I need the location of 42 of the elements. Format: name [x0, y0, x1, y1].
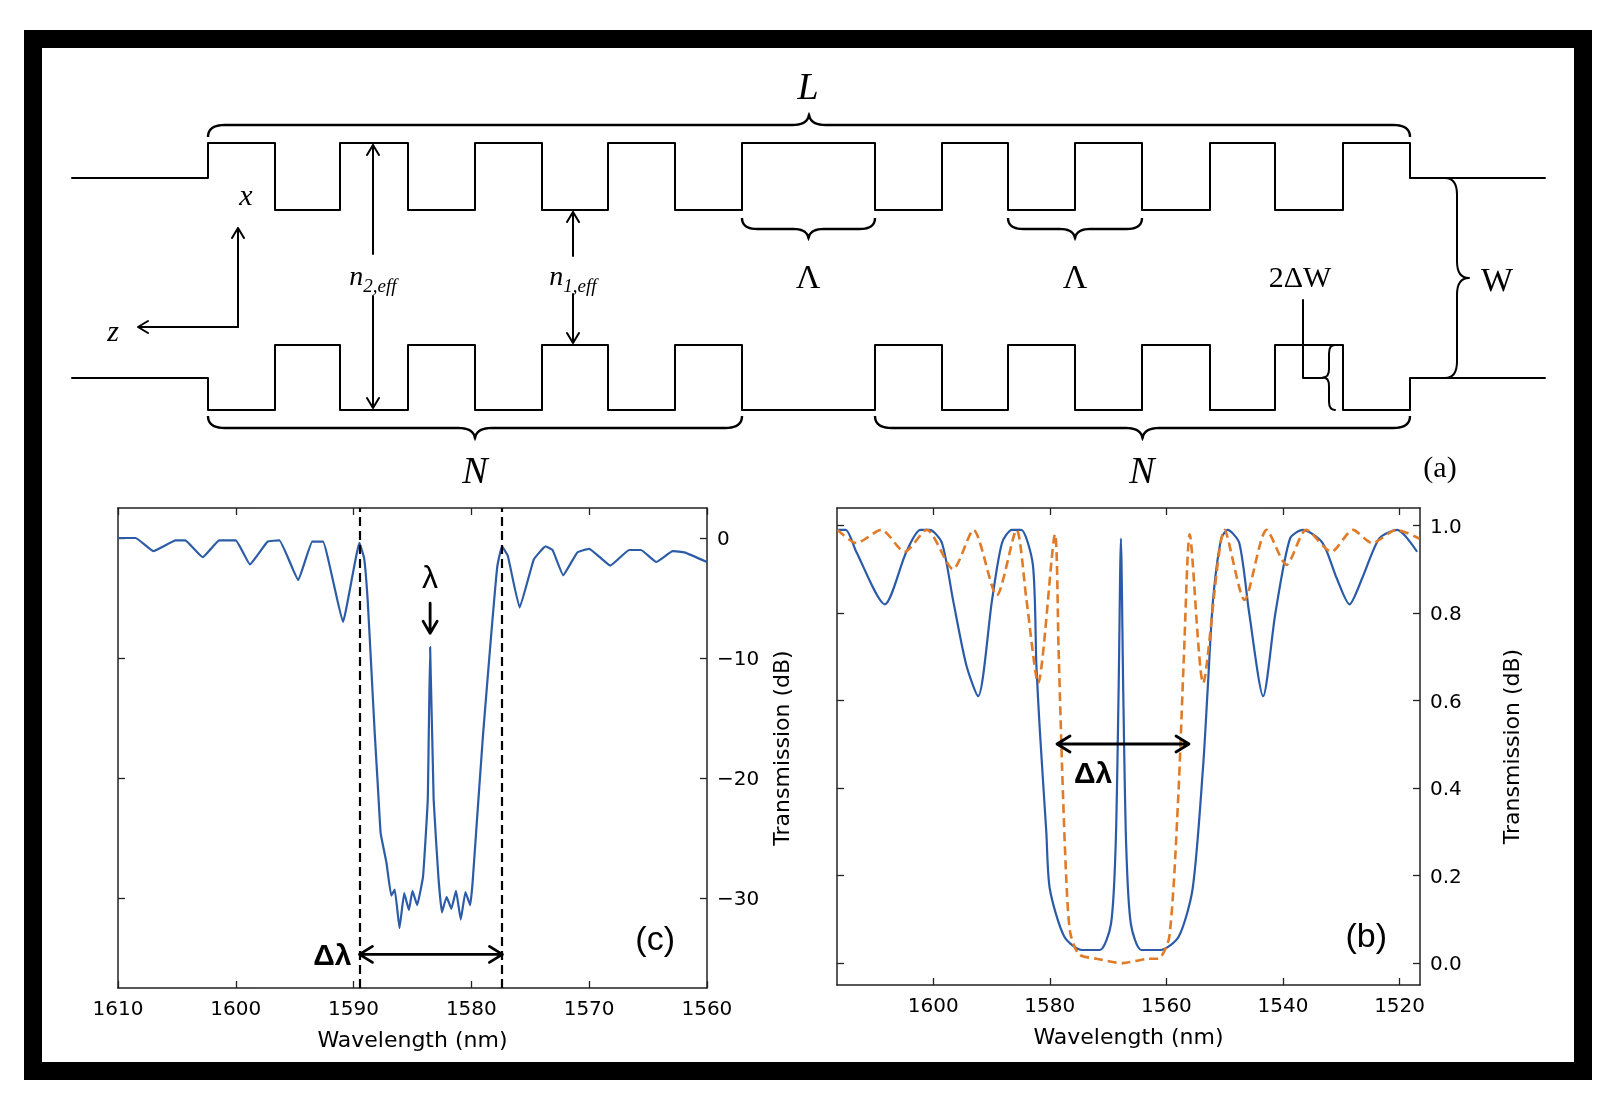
y-tick-label: 0 [716, 526, 730, 550]
text: Λ [1062, 257, 1088, 295]
x-tick-label: 1560 [681, 996, 733, 1020]
text: Λ [795, 257, 821, 295]
text: W [1480, 260, 1514, 298]
annotation: (c) [635, 919, 676, 957]
annotation: Δλ [313, 937, 352, 971]
annotation: (b) [1345, 916, 1388, 954]
text: L [796, 65, 819, 107]
x-tick-label: 1540 [1257, 993, 1309, 1017]
y-axis-title: Transmission (dB) [768, 650, 794, 847]
x-axis-title: Wavelength (nm) [317, 1026, 508, 1052]
text: n$_{2,eff}$ [349, 259, 400, 296]
x-tick-label: 1600 [210, 996, 262, 1020]
x-tick-label: 1610 [92, 996, 144, 1020]
x-tick-label: 1570 [563, 996, 615, 1020]
y-tick-label: −10 [716, 646, 760, 670]
y-tick-label: 0.2 [1430, 863, 1462, 888]
text: N [1128, 449, 1158, 491]
x-tick-label: 1520 [1374, 993, 1426, 1017]
x-tick-label: 1560 [1140, 993, 1192, 1017]
text: N [461, 449, 491, 491]
text: (a) [1423, 449, 1457, 484]
x-tick-label: 1590 [328, 996, 380, 1020]
text: x [238, 177, 254, 211]
y-tick-label: 0.6 [1430, 688, 1462, 713]
x-axis-title: Wavelength (nm) [1033, 1023, 1224, 1049]
y-tick-label: −20 [716, 766, 760, 790]
y-tick-label: 0.0 [1430, 951, 1462, 976]
annotation: λ [422, 559, 439, 596]
x-tick-label: 1580 [1024, 993, 1076, 1017]
annotation: Δλ [1073, 755, 1113, 789]
y-tick-label: −30 [716, 886, 760, 910]
y-axis-title: Transmission (dB) [1498, 648, 1524, 846]
text: n$_{1,eff}$ [549, 259, 600, 296]
y-tick-label: 0.8 [1430, 601, 1462, 626]
text: z [106, 313, 120, 347]
y-tick-label: 1.0 [1430, 513, 1462, 538]
text: 2ΔW [1268, 259, 1332, 293]
y-tick-label: 0.4 [1430, 776, 1462, 801]
x-tick-label: 1600 [907, 993, 959, 1017]
x-tick-label: 1580 [445, 996, 497, 1020]
